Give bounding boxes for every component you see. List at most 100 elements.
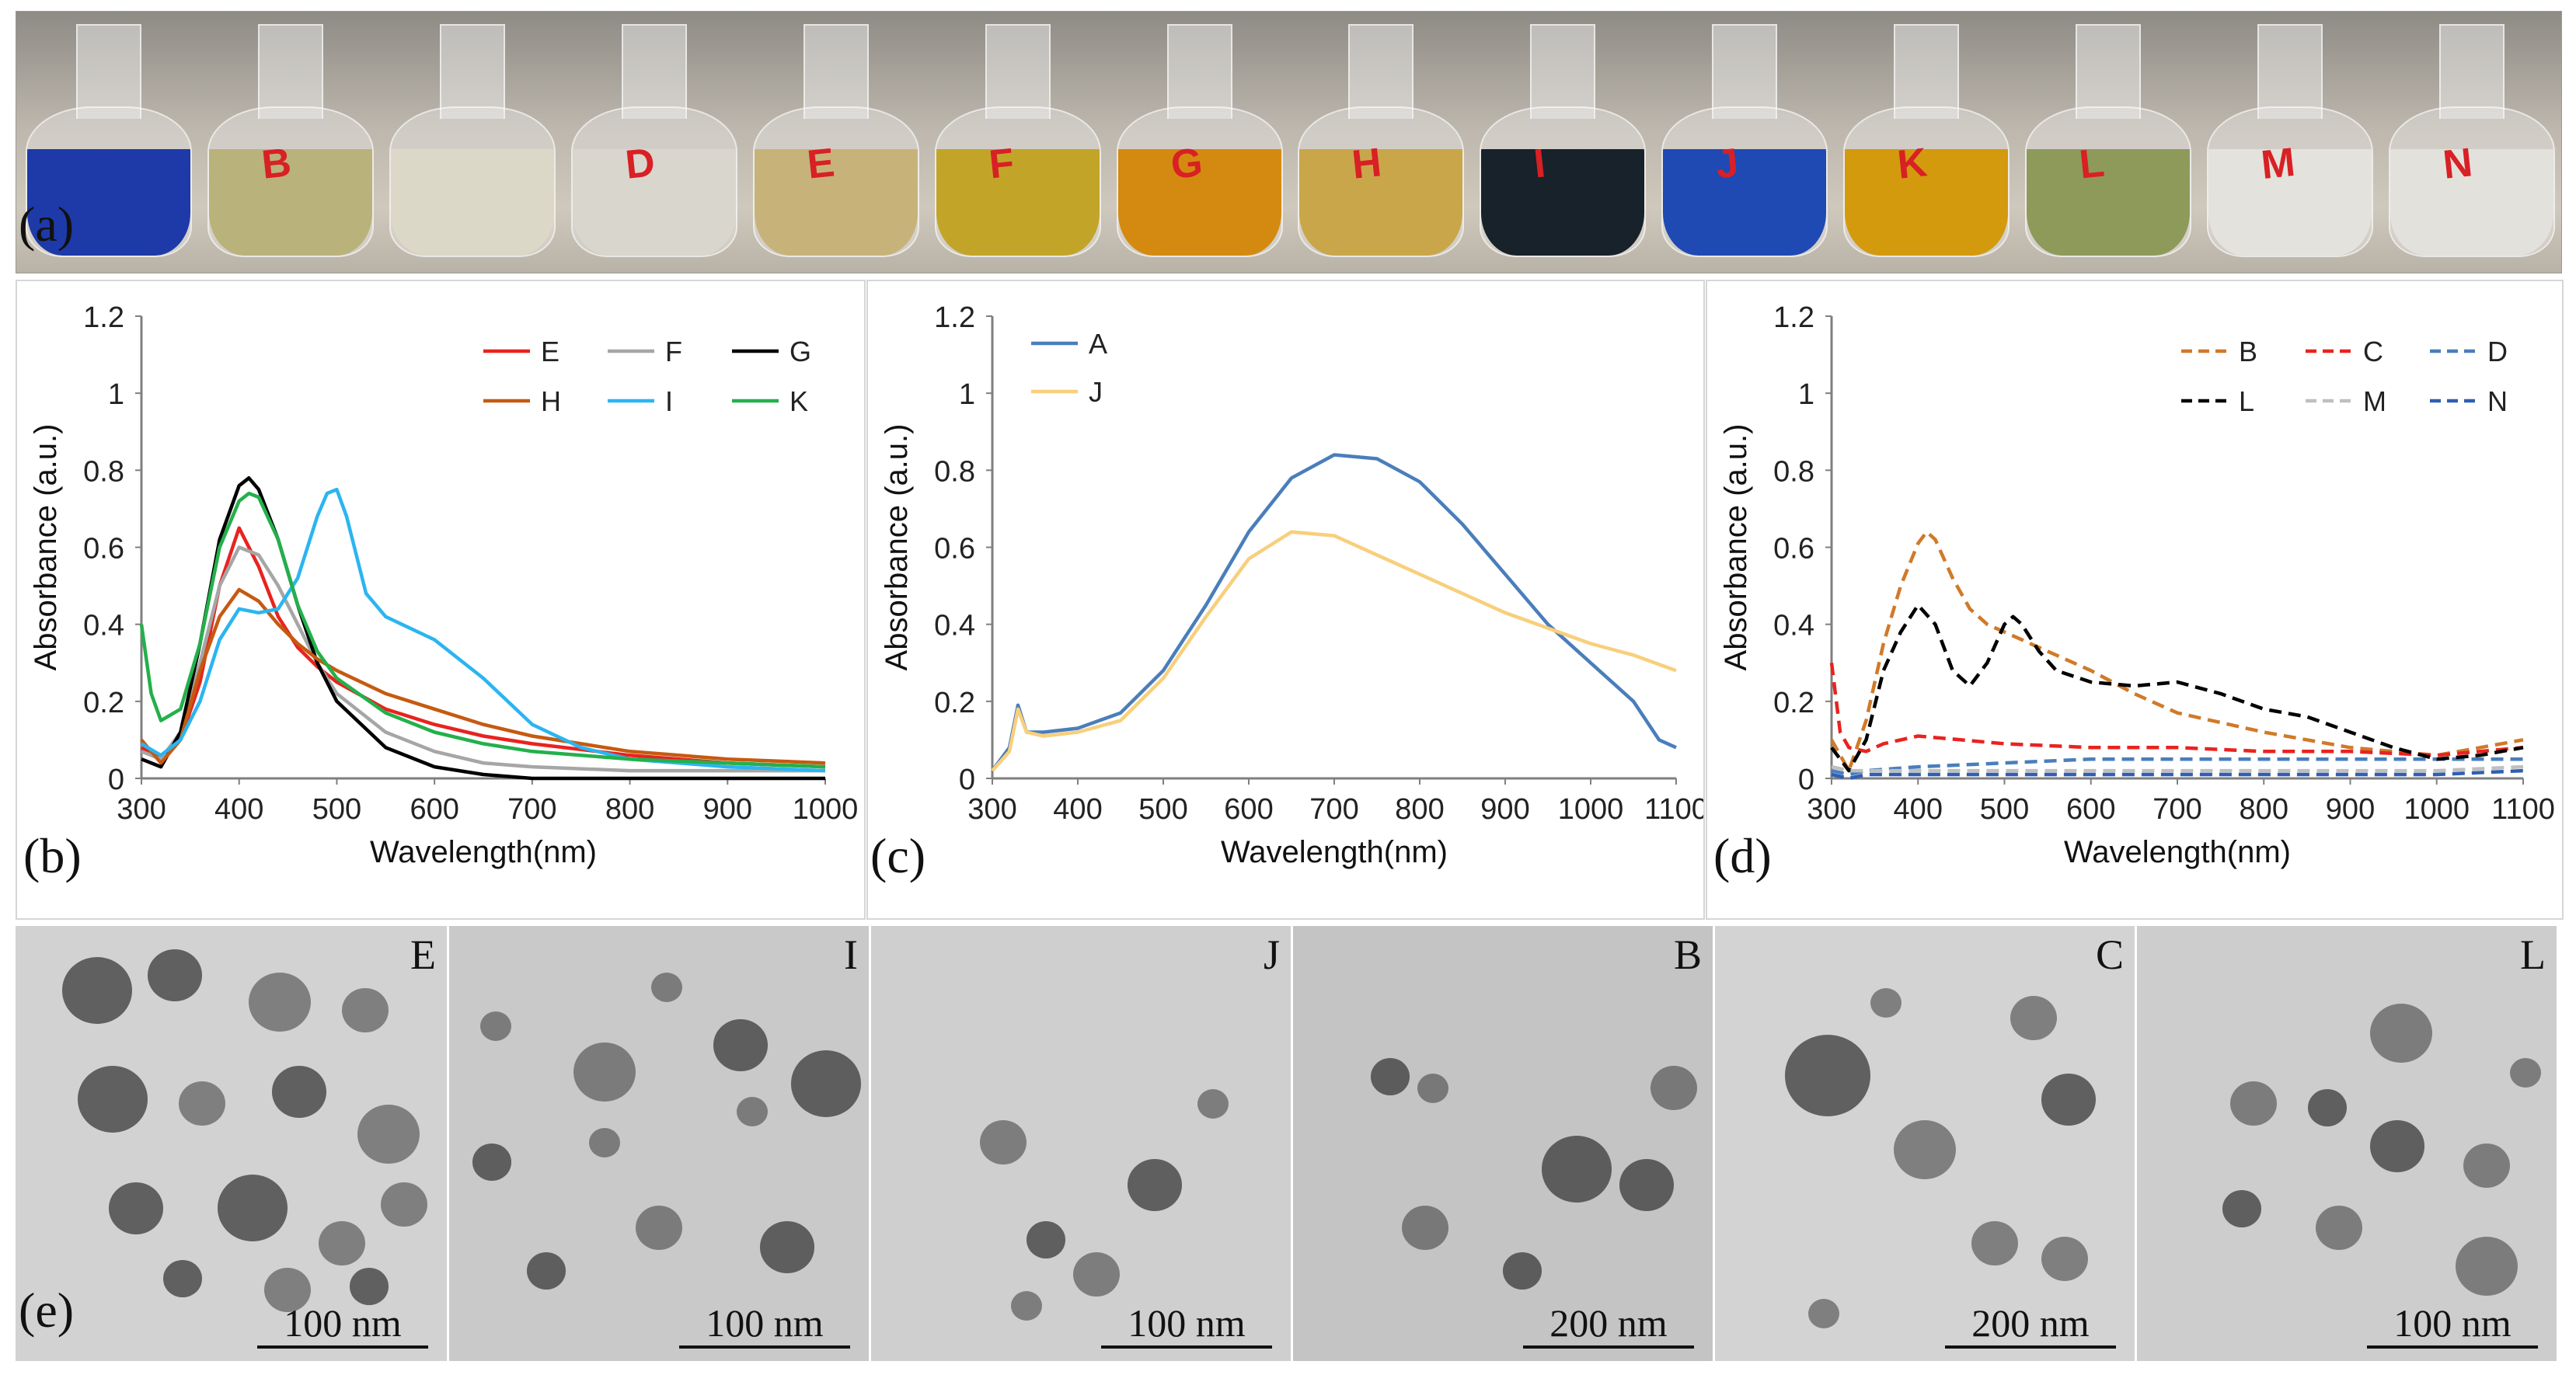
x-tick-label: 700 (1309, 793, 1358, 826)
nanoparticle (1808, 1299, 1839, 1328)
nanoparticle (1894, 1120, 1956, 1179)
panel-label-a: (a) (19, 197, 75, 252)
nanoparticle (2370, 1120, 2424, 1172)
nanoparticle (2370, 1004, 2432, 1063)
chart-panel-b: 0 0.2 0.4 0.6 0.8 1 1.2 300 400 500 600 700 800 900 10… (16, 280, 866, 920)
y-tick-label: 0.4 (934, 610, 975, 642)
nanoparticle (2230, 1081, 2277, 1126)
x-tick-label: 500 (312, 793, 361, 826)
flask-label: K (1895, 140, 1929, 188)
legend-label-B: B (2239, 336, 2257, 367)
chart-b: 0 0.2 0.4 0.6 0.8 1 1.2 300 400 500 600 700 800 900 10… (29, 301, 859, 869)
nanoparticle (573, 1043, 636, 1102)
y-tick-label: 0.8 (83, 455, 124, 488)
x-tick-label: 600 (410, 793, 458, 826)
x-tick-label: 600 (2066, 793, 2115, 826)
nanoparticle (2456, 1237, 2518, 1296)
flask-liquid (1845, 149, 2009, 256)
scale-bar-line (1523, 1345, 1694, 1349)
flask-neck (2076, 24, 2142, 119)
panel-label-e: (e) (19, 1283, 75, 1338)
nanoparticle (2041, 1237, 2088, 1281)
nanoparticle (1870, 988, 1901, 1018)
tem-image-E: E 100 nm (16, 926, 447, 1361)
nanoparticle (472, 1144, 511, 1181)
scale-bar-text: 200 nm (1549, 1301, 1668, 1345)
nanoparticle (1542, 1136, 1612, 1203)
scale-bar-line (2367, 1345, 2538, 1349)
nanoparticle (381, 1182, 427, 1227)
flask: F (934, 24, 1101, 257)
flask-neck (2439, 24, 2505, 119)
nanoparticle (1417, 1074, 1448, 1103)
x-tick-label: 800 (2240, 793, 2288, 826)
scale-bar-text: 100 nm (2393, 1301, 2512, 1345)
x-tick-label: 900 (703, 793, 752, 826)
x-tick-label: 1100 (2491, 793, 2555, 826)
flask (25, 24, 192, 257)
nanoparticle (109, 1182, 163, 1234)
flask-label: E (804, 140, 837, 188)
tem-label: C (2095, 931, 2124, 978)
flask: K (1843, 24, 2010, 257)
y-tick-label: 1 (1798, 378, 1814, 411)
nanoparticle (1371, 1058, 1410, 1095)
y-axis-label: Absorbance (a.u.) (29, 424, 63, 671)
scale-bar-text: 200 nm (1971, 1301, 2090, 1345)
scale-bar: 100 nm (257, 1300, 428, 1350)
x-tick-label: 900 (2326, 793, 2375, 826)
chart-panel-c: 0 0.2 0.4 0.6 0.8 1 1.2 300 400 500 600 700 800 900 10… (866, 280, 1705, 920)
nanoparticle (350, 1268, 389, 1305)
x-axis-label: Wavelength(nm) (1221, 835, 1448, 869)
nanoparticle (2308, 1089, 2347, 1126)
nanoparticle (1785, 1035, 1870, 1116)
legend-label-H: H (541, 385, 561, 417)
tem-image-C: C 200 nm (1715, 926, 2135, 1361)
y-tick-label: 1 (959, 378, 975, 411)
flask-label: L (2077, 140, 2107, 188)
legend-label-N: N (2487, 385, 2508, 417)
x-tick-label: 400 (1053, 793, 1102, 826)
legend-label-D: D (2487, 336, 2508, 367)
chart-d: 0 0.2 0.4 0.6 0.8 1 1.2 300 400 500 600 700 800 900 10… (1719, 301, 2555, 869)
legend-label-L: L (2239, 385, 2254, 417)
nanoparticle (264, 1268, 311, 1312)
flask-label: G (1168, 140, 1204, 188)
y-tick-label: 1 (108, 378, 124, 411)
series-line-N (1831, 768, 2524, 781)
y-tick-label: 0.4 (1773, 610, 1814, 642)
y-tick-label: 0.8 (934, 455, 975, 488)
y-tick-label: 0.6 (83, 533, 124, 566)
flask-neck (75, 24, 141, 119)
x-tick-label: 300 (1807, 793, 1856, 826)
nanoparticle (791, 1050, 861, 1117)
flask-liquid (1481, 149, 1645, 256)
tem-label: L (2520, 931, 2546, 978)
flask-liquid (936, 149, 1100, 256)
y-tick-label: 0.8 (1773, 455, 1814, 488)
scale-bar-text: 100 nm (706, 1301, 824, 1345)
nanoparticle (651, 973, 682, 1002)
series-line-G (141, 476, 825, 781)
x-tick-label: 500 (1980, 793, 2029, 826)
flask: L (2025, 24, 2192, 257)
y-tick-label: 0 (1798, 764, 1814, 796)
nanoparticle (1651, 1066, 1697, 1110)
x-axis-label: Wavelength(nm) (2064, 835, 2291, 869)
flask-liquid (26, 149, 190, 256)
flask: G (1116, 24, 1283, 257)
series-line-A (991, 453, 1677, 772)
nanoparticle (527, 1252, 566, 1290)
x-tick-label: 1000 (793, 793, 859, 826)
y-tick-label: 1.2 (1773, 301, 1814, 334)
nanoparticle (2316, 1206, 2362, 1250)
y-axis-label: Absorbance (a.u.) (1719, 424, 1753, 671)
series-line-I (140, 487, 826, 773)
flask-liquid (2390, 149, 2554, 256)
flask: I (1480, 24, 1647, 257)
scale-bar: 200 nm (1523, 1300, 1694, 1350)
flask-label: N (2441, 140, 2475, 188)
nanoparticle (2463, 1144, 2510, 1188)
legend-label-I: I (665, 385, 673, 417)
